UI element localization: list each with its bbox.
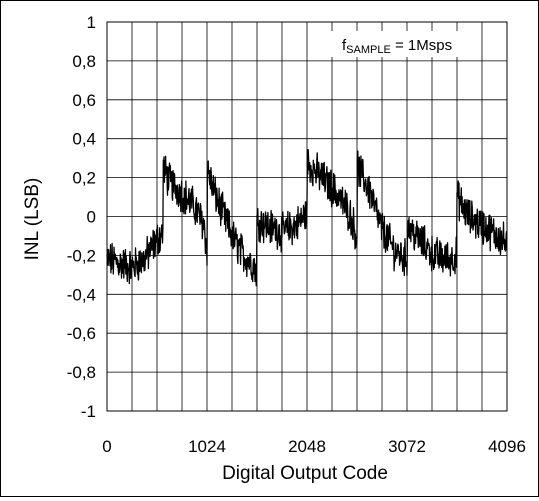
annotation-value: = 1Msps: [391, 37, 452, 54]
svg-text:fSAMPLE = 1Msps: fSAMPLE = 1Msps: [342, 37, 452, 56]
sample-rate-annotation: fSAMPLE = 1Msps: [331, 31, 481, 57]
x-tick-label: 3072: [388, 437, 426, 456]
y-tick-label: 0: [87, 208, 96, 227]
y-tick-label: -0,2: [67, 246, 96, 265]
inl-series-line: [106, 148, 508, 287]
x-tick-label: 1024: [188, 437, 226, 456]
x-tick-label: 2048: [288, 437, 326, 456]
y-axis-label: INL (LSB): [22, 178, 43, 261]
y-tick-label: -0,4: [67, 285, 96, 304]
y-tick-label: 0,2: [72, 169, 96, 188]
y-tick-label: -1: [81, 402, 96, 421]
x-tick-label: 4096: [488, 437, 526, 456]
y-tick-label: -0,6: [67, 324, 96, 343]
y-tick-label: 0,8: [72, 52, 96, 71]
x-tick-labels: 0 1024 2048 3072 4096: [102, 437, 526, 456]
annotation-f: f: [342, 37, 347, 54]
y-tick-label: 1: [87, 13, 96, 32]
y-tick-labels: 1 0,8 0,6 0,4 0,2 0 -0,2 -0,4 -0,6 -0,8 -1: [67, 13, 96, 421]
y-tick-label: 0,6: [72, 91, 96, 110]
y-tick-label: -0,8: [67, 363, 96, 382]
x-axis-label: Digital Output Code: [222, 463, 388, 484]
x-tick-label: 0: [102, 437, 111, 456]
plot-area-border: [106, 21, 508, 412]
annotation-subscript: SAMPLE: [346, 44, 391, 56]
y-tick-label: 0,4: [72, 130, 96, 149]
